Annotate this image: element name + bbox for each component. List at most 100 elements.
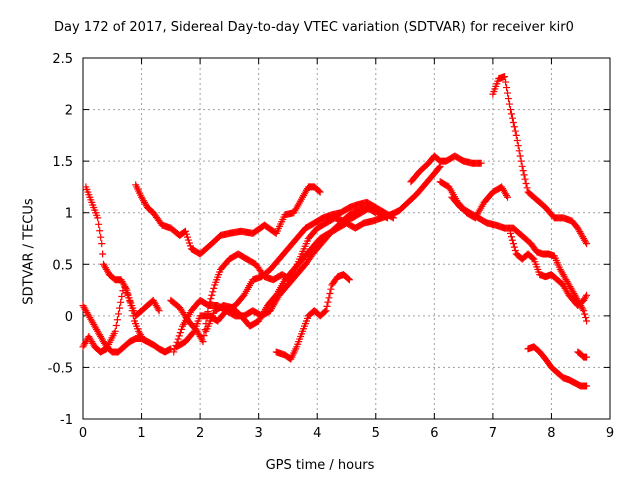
grid-lines bbox=[83, 58, 610, 419]
data-point-marker bbox=[98, 240, 106, 248]
data-point-marker bbox=[208, 291, 216, 299]
data-point-marker bbox=[583, 353, 591, 361]
data-point-marker bbox=[117, 298, 125, 306]
data-point-marker bbox=[519, 167, 527, 175]
y-tick-label: 1 bbox=[65, 207, 73, 222]
data-point-marker bbox=[503, 192, 511, 200]
data-point-marker bbox=[510, 123, 518, 131]
data-point-marker bbox=[583, 317, 591, 325]
series-arc-3 bbox=[79, 302, 175, 356]
data-point-marker bbox=[95, 220, 103, 228]
axis-ticks: 0 1 2 3 4 5 6 7 8 9 -1 -0.5 0 0.5 1 1.5 2 2.5 bbox=[48, 52, 615, 441]
data-point-marker bbox=[507, 233, 515, 241]
series-arc-2 bbox=[132, 181, 324, 258]
data-point-marker bbox=[96, 227, 104, 235]
data-point-marker bbox=[97, 233, 105, 241]
series-arc-7 bbox=[170, 198, 397, 356]
data-point-marker bbox=[505, 100, 513, 108]
data-point-marker bbox=[514, 142, 522, 150]
data-point-marker bbox=[511, 127, 519, 135]
data-point-marker bbox=[200, 332, 208, 340]
data-point-marker bbox=[511, 247, 519, 255]
data-point-marker bbox=[316, 188, 324, 196]
data-point-marker bbox=[207, 295, 215, 303]
data-point-marker bbox=[580, 307, 588, 315]
data-point-marker bbox=[326, 290, 334, 298]
y-tick-label: 2 bbox=[65, 104, 73, 119]
data-point-marker bbox=[512, 131, 520, 139]
series-arc-8 bbox=[202, 162, 444, 335]
x-tick-label: 3 bbox=[255, 426, 263, 441]
data-point-marker bbox=[502, 78, 510, 86]
data-point-marker bbox=[321, 308, 329, 316]
series-arc-9 bbox=[272, 271, 353, 363]
data-point-marker bbox=[345, 276, 353, 284]
x-tick-label: 0 bbox=[79, 426, 87, 441]
data-point-marker bbox=[506, 229, 514, 237]
data-point-marker bbox=[579, 305, 587, 313]
data-point-marker bbox=[173, 338, 181, 346]
data-point-marker bbox=[507, 110, 515, 118]
series-arc-4 bbox=[79, 281, 163, 356]
data-point-marker bbox=[522, 179, 530, 187]
data-point-marker bbox=[322, 307, 330, 315]
x-tick-label: 8 bbox=[547, 426, 555, 441]
y-tick-label: 0.5 bbox=[52, 258, 73, 273]
data-point-marker bbox=[118, 293, 126, 301]
data-point-marker bbox=[198, 336, 206, 344]
data-point-marker bbox=[435, 164, 443, 172]
x-tick-label: 5 bbox=[372, 426, 380, 441]
series-arc-13 bbox=[489, 73, 591, 248]
data-point-marker bbox=[325, 294, 333, 302]
data-point-marker bbox=[154, 305, 162, 313]
data-point-marker bbox=[170, 348, 178, 356]
data-point-marker bbox=[581, 310, 589, 318]
data-point-marker bbox=[515, 147, 523, 155]
data-point-marker bbox=[582, 293, 590, 301]
series-arc-16 bbox=[574, 348, 591, 361]
data-point-marker bbox=[583, 240, 591, 248]
series-arc-14 bbox=[506, 229, 591, 310]
series-arc-15 bbox=[524, 343, 591, 390]
data-point-marker bbox=[583, 291, 591, 299]
x-tick-label: 7 bbox=[489, 426, 497, 441]
data-point-marker bbox=[504, 193, 512, 201]
data-point-marker bbox=[315, 187, 323, 195]
data-point-marker bbox=[114, 310, 122, 318]
data-point-marker bbox=[508, 236, 516, 244]
y-tick-label: 1.5 bbox=[52, 155, 73, 170]
data-point-marker bbox=[324, 298, 332, 306]
data-point-marker bbox=[209, 288, 217, 296]
series-arc-12 bbox=[448, 193, 591, 325]
x-tick-label: 4 bbox=[313, 426, 321, 441]
data-point-marker bbox=[477, 159, 485, 167]
data-points bbox=[79, 73, 591, 390]
data-point-marker bbox=[177, 325, 185, 333]
data-point-marker bbox=[510, 243, 518, 251]
y-tick-label: -1 bbox=[60, 413, 73, 428]
data-point-marker bbox=[112, 322, 120, 330]
x-tick-label: 9 bbox=[606, 426, 614, 441]
data-point-marker bbox=[506, 106, 514, 114]
data-point-marker bbox=[516, 152, 524, 160]
data-point-marker bbox=[505, 95, 513, 103]
plot-frame bbox=[82, 57, 611, 420]
data-point-marker bbox=[509, 118, 517, 126]
data-point-marker bbox=[189, 329, 197, 337]
data-point-marker bbox=[501, 73, 509, 81]
data-point-marker bbox=[155, 307, 163, 315]
data-point-marker bbox=[521, 175, 529, 183]
x-tick-label: 1 bbox=[137, 426, 145, 441]
data-point-marker bbox=[582, 314, 590, 322]
data-point-marker bbox=[94, 214, 102, 222]
data-point-marker bbox=[504, 89, 512, 97]
data-point-marker bbox=[509, 240, 517, 248]
x-tick-label: 2 bbox=[196, 426, 204, 441]
y-tick-label: 2.5 bbox=[52, 52, 73, 67]
data-point-marker bbox=[99, 250, 107, 258]
data-point-marker bbox=[327, 285, 335, 293]
x-tick-label: 6 bbox=[430, 426, 438, 441]
data-point-marker bbox=[111, 327, 119, 335]
data-point-marker bbox=[116, 304, 124, 312]
data-point-marker bbox=[175, 332, 183, 340]
